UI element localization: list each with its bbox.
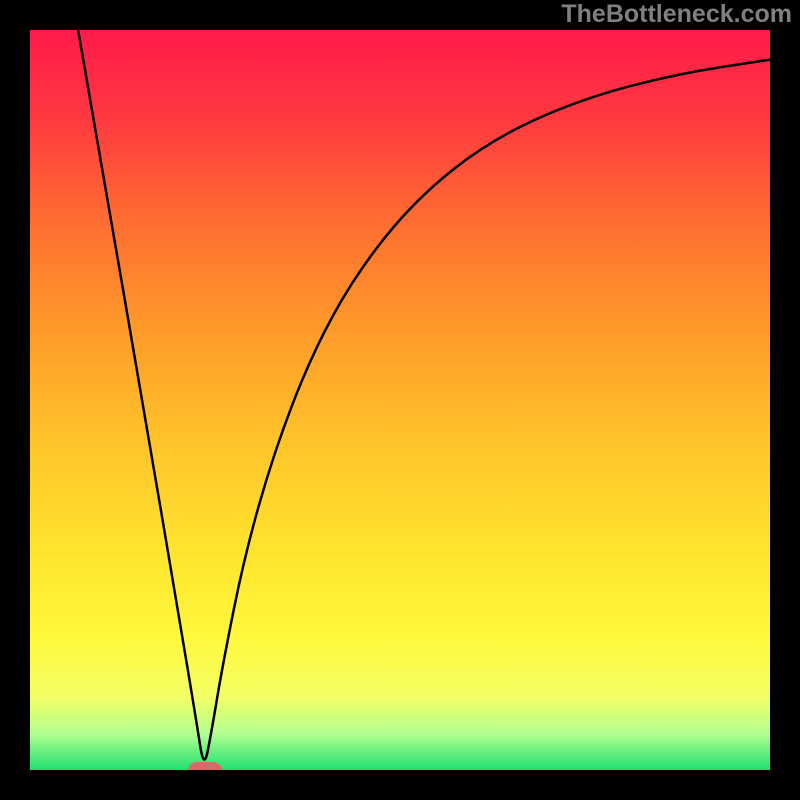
bottleneck-curve [78,30,770,760]
frame-border-right [770,0,800,800]
frame-border-bottom [0,770,800,800]
watermark-text: TheBottleneck.com [561,0,792,29]
frame-border-left [0,0,30,800]
chart-frame: TheBottleneck.com [0,0,800,800]
chart-curve-layer [30,30,770,770]
